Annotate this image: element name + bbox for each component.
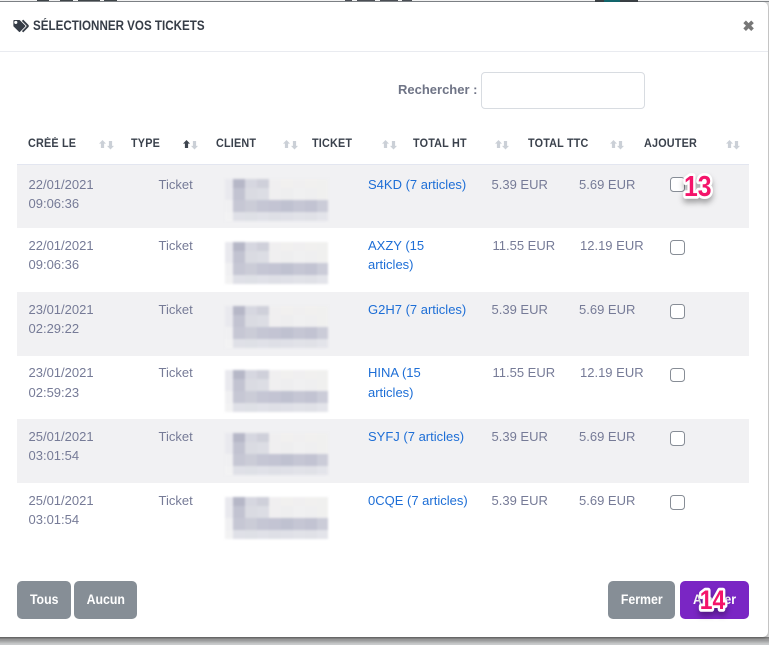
svg-text:13: 13	[684, 171, 712, 203]
svg-text:14: 14	[700, 585, 726, 615]
